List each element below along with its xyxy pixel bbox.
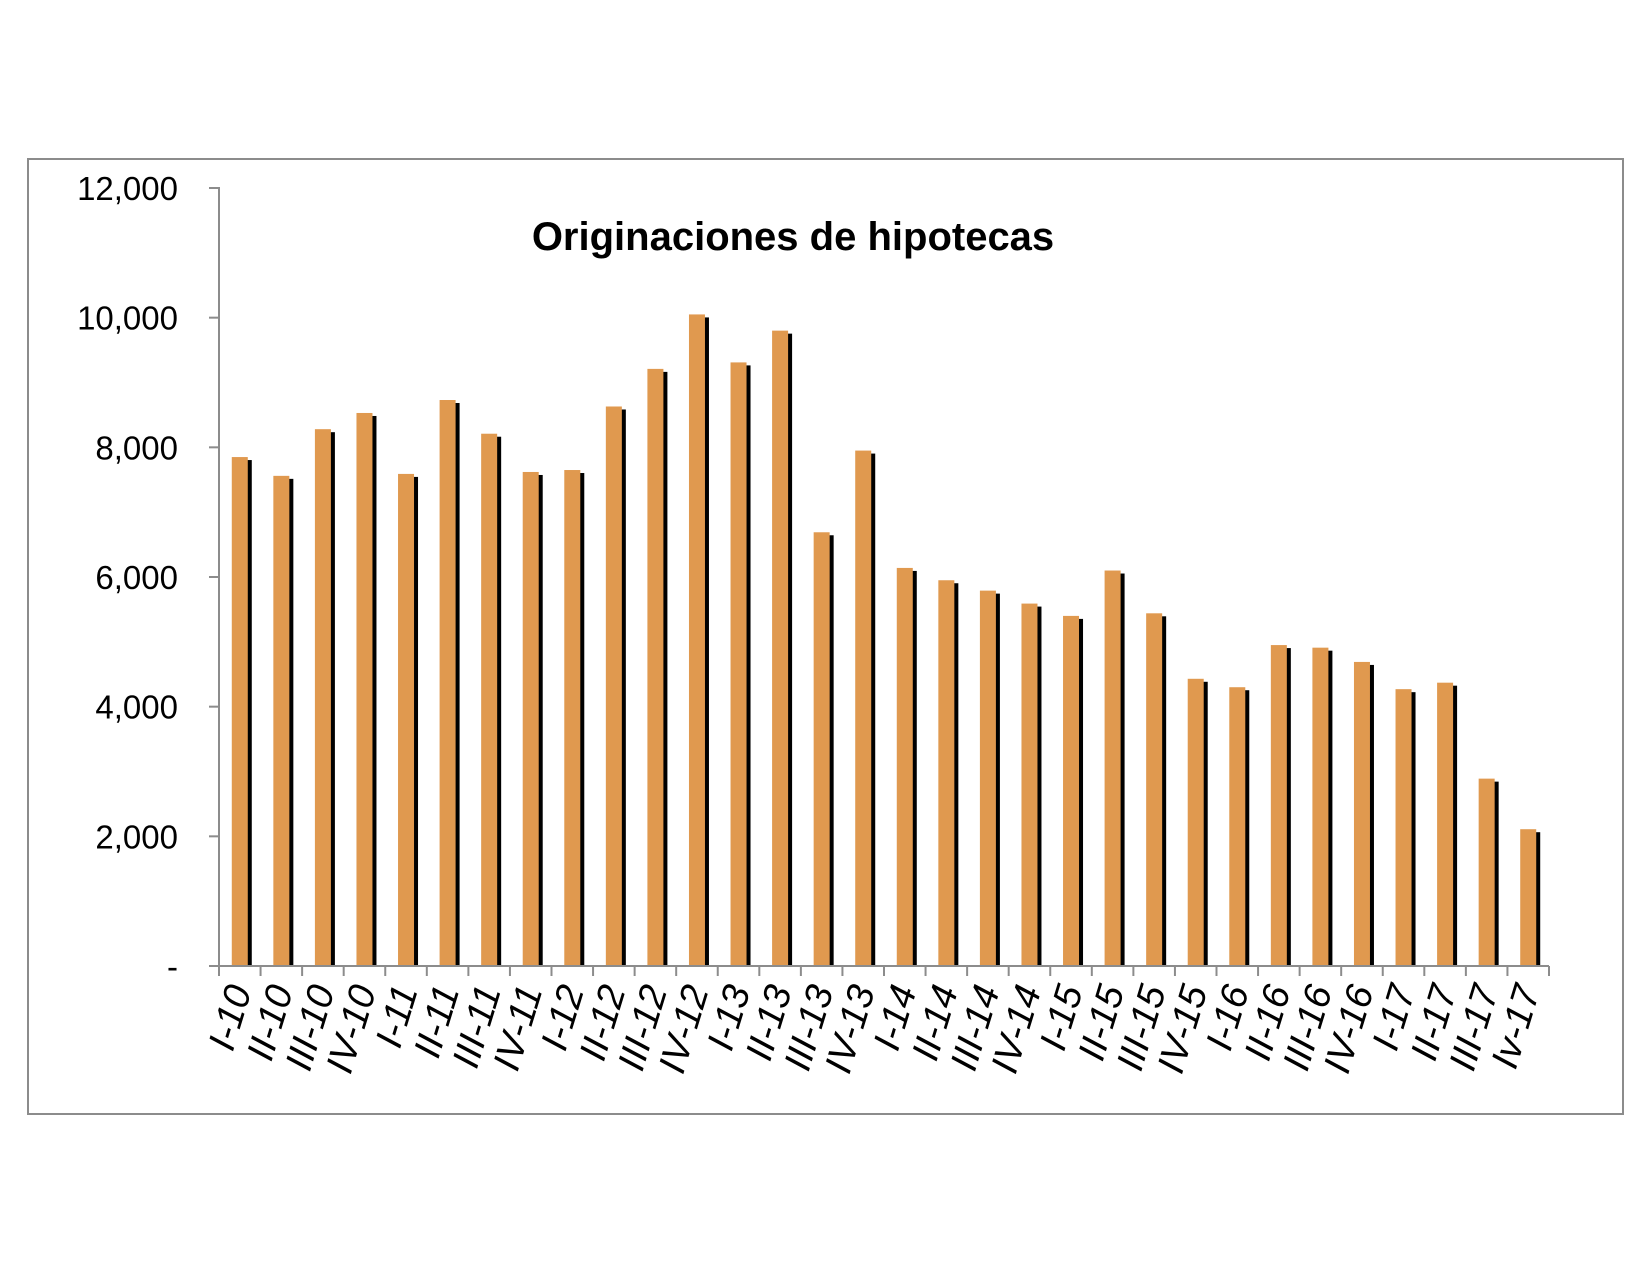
bar bbox=[273, 475, 290, 966]
bar bbox=[855, 450, 872, 966]
bars-group bbox=[231, 314, 1541, 967]
bar bbox=[647, 368, 664, 966]
bar bbox=[564, 470, 581, 966]
bar bbox=[1478, 778, 1495, 966]
bar bbox=[1104, 570, 1121, 966]
bar bbox=[1437, 682, 1454, 966]
bar bbox=[314, 429, 331, 966]
y-tick-label: 2,000 bbox=[95, 818, 178, 855]
bar bbox=[481, 433, 498, 966]
bar bbox=[1270, 645, 1287, 966]
bar bbox=[605, 406, 622, 966]
bar bbox=[813, 532, 830, 966]
bar bbox=[1353, 661, 1370, 966]
bar bbox=[1146, 613, 1163, 966]
y-tick-label: 8,000 bbox=[95, 429, 178, 466]
bar bbox=[398, 473, 415, 966]
bar bbox=[772, 330, 789, 967]
bar bbox=[522, 471, 539, 966]
chart-title: Originaciones de hipotecas bbox=[532, 215, 1054, 259]
bar bbox=[1312, 647, 1329, 966]
bar bbox=[1229, 687, 1246, 966]
bar bbox=[1520, 829, 1537, 966]
bar bbox=[231, 457, 248, 966]
bar bbox=[730, 362, 747, 966]
bar bbox=[688, 314, 705, 966]
bar bbox=[1021, 603, 1038, 966]
bar bbox=[1187, 678, 1204, 966]
bar bbox=[1395, 689, 1412, 966]
bar bbox=[979, 590, 996, 966]
y-tick-label: 6,000 bbox=[95, 559, 178, 596]
axes-group: -2,0004,0006,0008,00010,00012,000I-10II-… bbox=[77, 170, 1550, 1078]
y-tick-label: 4,000 bbox=[95, 689, 178, 726]
bar bbox=[938, 580, 955, 966]
y-tick-label: 12,000 bbox=[77, 170, 178, 207]
bar bbox=[356, 412, 373, 966]
chart-frame bbox=[27, 158, 1624, 1115]
bar bbox=[1063, 615, 1080, 966]
y-tick-label: 10,000 bbox=[77, 300, 178, 337]
y-tick-label: - bbox=[167, 948, 178, 985]
bar bbox=[439, 400, 456, 966]
bar bbox=[896, 567, 913, 966]
